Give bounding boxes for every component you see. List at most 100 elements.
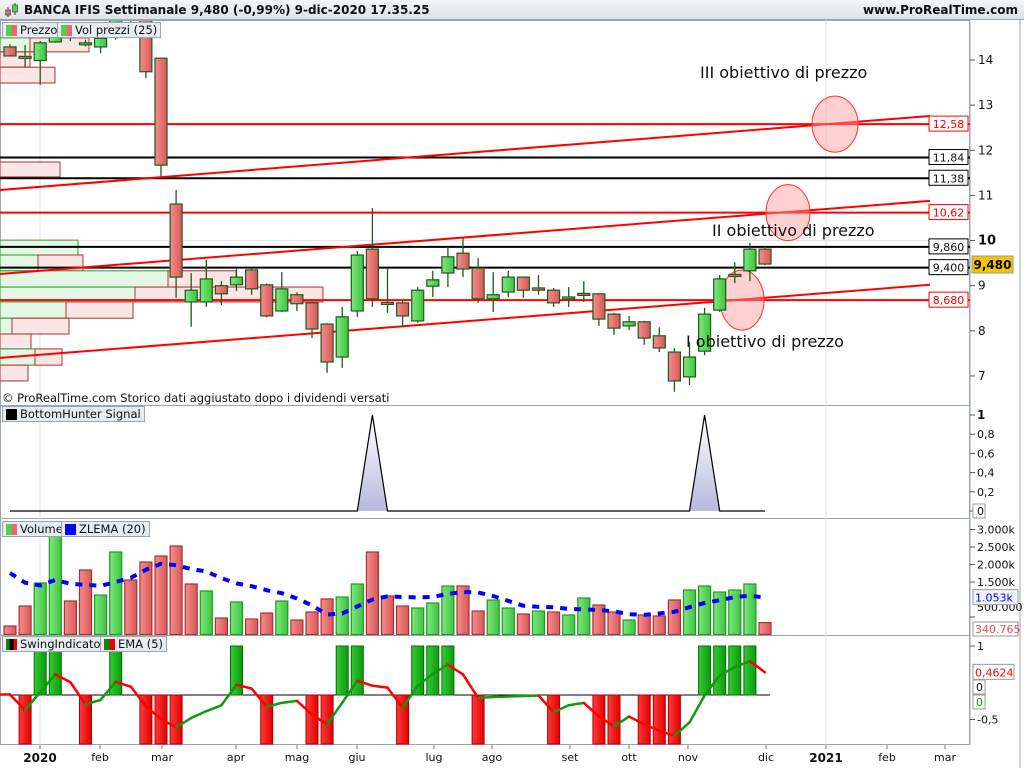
- ema-segment: [129, 685, 148, 708]
- ema-segment: [537, 694, 555, 714]
- candle-body: [78, 42, 93, 46]
- volume-bar: [682, 589, 697, 635]
- volume-profile-down-bar: [0, 66, 56, 84]
- candle-body: [592, 293, 606, 320]
- volume-panel[interactable]: [3, 528, 772, 635]
- legend-volume[interactable]: Volume: [2, 521, 67, 537]
- volume-bar: [93, 594, 108, 635]
- volume-tick-label: 2.000k: [977, 558, 1015, 571]
- volume-bar: [411, 607, 425, 635]
- candle-body: [667, 351, 682, 382]
- candle-body: [411, 289, 425, 322]
- zlema-value-tag: [972, 589, 1019, 606]
- price-tick-label: 11: [978, 188, 993, 202]
- ema-segment: [567, 701, 586, 707]
- ema-segment: [174, 716, 193, 729]
- ema-segment: [114, 680, 133, 688]
- volume-profile-down-bar: [34, 348, 63, 366]
- legend-price[interactable]: Prezzo: [2, 22, 62, 38]
- volume-bar: [184, 583, 198, 635]
- volume-bar: [607, 611, 621, 635]
- target-circles: [719, 95, 859, 331]
- price-panel[interactable]: III obiettivo di prezzo II obiettivo di …: [0, 10, 970, 392]
- window-title-bar: BANCA IFIS Settimanale 9,480 (-0,99%) 9-…: [0, 0, 1024, 20]
- legend-swing[interactable]: SwingIndicator: [2, 636, 110, 652]
- volume-profile-down-bar: [11, 317, 70, 335]
- candle: [441, 246, 455, 288]
- candle-body: [125, 15, 137, 20]
- price-axis: 14 13 12 11 10 9 8 7: [970, 53, 996, 383]
- candle: [546, 287, 561, 307]
- legend-ema[interactable]: EMA (5): [100, 636, 168, 652]
- volume-bar: [305, 611, 319, 635]
- ema-segment: [627, 715, 646, 726]
- target-circle: [765, 184, 811, 242]
- volume-bar: [365, 551, 379, 635]
- candle: [290, 292, 304, 311]
- trendlines: [0, 114, 931, 359]
- candle-body: [260, 284, 274, 317]
- candle-body: [169, 203, 183, 278]
- bh-tick-label: 0,4: [977, 467, 995, 480]
- legend-bottom-hunter[interactable]: BottomHunter Signal: [2, 406, 145, 422]
- candle: [229, 268, 244, 292]
- candle-body: [743, 248, 757, 272]
- level-tag-box: [928, 204, 969, 221]
- level-tag-label: 10,62: [933, 207, 965, 220]
- ema-segment: [416, 672, 435, 687]
- volume-bar: [78, 569, 93, 635]
- volume-value: 340.765: [975, 623, 1021, 636]
- bottom-hunter-panel[interactable]: [10, 414, 765, 512]
- swing-bar: [471, 694, 485, 745]
- swing-panel[interactable]: [0, 645, 770, 745]
- ema-value: 0,4624: [975, 666, 1014, 679]
- volume-bar: [546, 611, 561, 635]
- candle: [531, 274, 546, 295]
- candle: [411, 287, 425, 323]
- volume-tick-label: 1.500k: [977, 576, 1015, 589]
- swing-bar: [607, 694, 621, 745]
- target-circle: [719, 269, 765, 331]
- legend-zlema[interactable]: ZLEMA (20): [61, 521, 150, 537]
- target-circle: [811, 95, 859, 153]
- candlestick-app-icon: [5, 3, 18, 17]
- volume-bar: [516, 613, 531, 635]
- candle: [365, 208, 379, 307]
- candle-body: [3, 46, 17, 57]
- candle: [426, 270, 440, 297]
- legend-volume-profile[interactable]: Vol prezzi (25): [57, 22, 162, 38]
- target-label-2: II obiettivo di prezzo: [712, 221, 875, 240]
- bottom-hunter-legend-icon: [6, 408, 17, 420]
- candle-body: [713, 278, 727, 311]
- time-axis-label: mag: [284, 751, 310, 764]
- zero-value-tag: [972, 679, 986, 695]
- volume-bar: [637, 614, 651, 635]
- candle-body: [335, 316, 349, 358]
- bh-zero-tag: [972, 503, 986, 519]
- site-link[interactable]: www.ProRealTime.com: [863, 3, 1018, 17]
- swing-bar: [396, 694, 410, 745]
- target-label-3: III obiettivo di prezzo: [700, 63, 867, 82]
- level-tag-label: 11,84: [933, 152, 965, 165]
- candle: [125, 15, 137, 24]
- trendline: [0, 199, 931, 275]
- candle-body: [426, 279, 440, 287]
- bottom-hunter-axis: 1 0,8 0,6 0,4 0,2 0: [970, 408, 995, 519]
- volume-bar: [245, 618, 259, 635]
- candle: [380, 268, 395, 313]
- volume-profile-down-bar: [0, 364, 29, 382]
- candle: [713, 274, 727, 312]
- ema-segment: [552, 704, 570, 714]
- price-tick-label: 12: [978, 143, 993, 157]
- trendline: [0, 114, 931, 192]
- volume-bar: [728, 589, 742, 635]
- candle-body: [245, 269, 259, 290]
- volume-bar: [667, 599, 682, 635]
- swing-legend-icon: [6, 638, 17, 650]
- price-tick-label: 7: [978, 369, 986, 383]
- candle-body: [184, 289, 198, 303]
- candle-body: [577, 292, 591, 296]
- ema-segment: [38, 673, 57, 694]
- target-label-1: I obiettivo di prezzo: [686, 332, 844, 351]
